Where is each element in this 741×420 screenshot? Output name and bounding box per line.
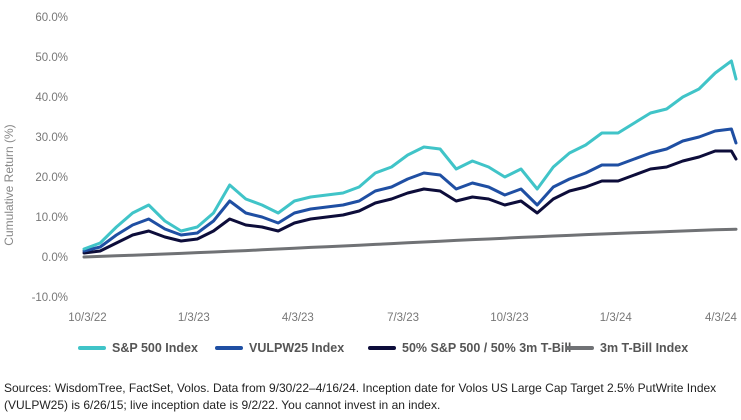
legend-swatch: [368, 346, 396, 350]
series-line-1: [82, 127, 738, 253]
series-lines: [82, 59, 738, 259]
line-chart: Cumulative Return (%) 60.0% 50.0% 40.0% 30.…: [2, 12, 738, 324]
series-line-0: [82, 59, 738, 251]
legend-label: S&P 500 Index: [112, 341, 198, 355]
y-tick-label: 30.0%: [35, 132, 68, 144]
series-line-2: [82, 149, 738, 255]
legend-label: 3m T-Bill Index: [600, 341, 689, 355]
y-tick-label: -10.0%: [32, 292, 68, 304]
x-tick-label: 4/3/23: [282, 312, 314, 324]
y-axis-label: Cumulative Return (%): [2, 124, 16, 245]
y-tick-label: 50.0%: [35, 52, 68, 64]
x-tick-labels: 10/3/22 1/3/23 4/3/23 7/3/23 10/3/23 1/3/24 4/…: [68, 312, 737, 324]
legend-item: S&P 500 Index: [78, 341, 198, 355]
x-tick-label: 1/3/24: [600, 312, 633, 324]
y-tick-label: 40.0%: [35, 92, 68, 104]
y-tick-label: 10.0%: [35, 212, 68, 224]
x-tick-label: 7/3/23: [387, 312, 419, 324]
legend-item: VULPW25 Index: [215, 341, 344, 355]
legend-swatch: [215, 346, 243, 350]
legend-label: 50% S&P 500 / 50% 3m T-Bill: [402, 341, 572, 355]
series-line-3: [82, 227, 738, 259]
x-tick-label: 1/3/23: [178, 312, 210, 324]
y-tick-label: 0.0%: [42, 252, 68, 264]
x-tick-label: 10/3/23: [490, 312, 528, 324]
legend-item: 3m T-Bill Index: [566, 341, 688, 355]
y-tick-label: 20.0%: [35, 172, 68, 184]
legend-swatch: [78, 346, 106, 350]
y-tick-label: 60.0%: [35, 12, 68, 24]
x-tick-label: 4/3/24: [705, 312, 738, 324]
legend: S&P 500 Index VULPW25 Index 50% S&P 500 / …: [0, 341, 741, 361]
y-tick-labels: 60.0% 50.0% 40.0% 30.0% 20.0% 10.0% 0.0% -10.0%: [32, 12, 68, 304]
legend-item: 50% S&P 500 / 50% 3m T-Bill: [368, 341, 571, 355]
source-note: Sources: WisdomTree, FactSet, Volos. Dat…: [4, 381, 717, 412]
x-tick-label: 10/3/22: [68, 312, 106, 324]
legend-label: VULPW25 Index: [249, 341, 345, 355]
legend-swatch: [566, 346, 594, 350]
